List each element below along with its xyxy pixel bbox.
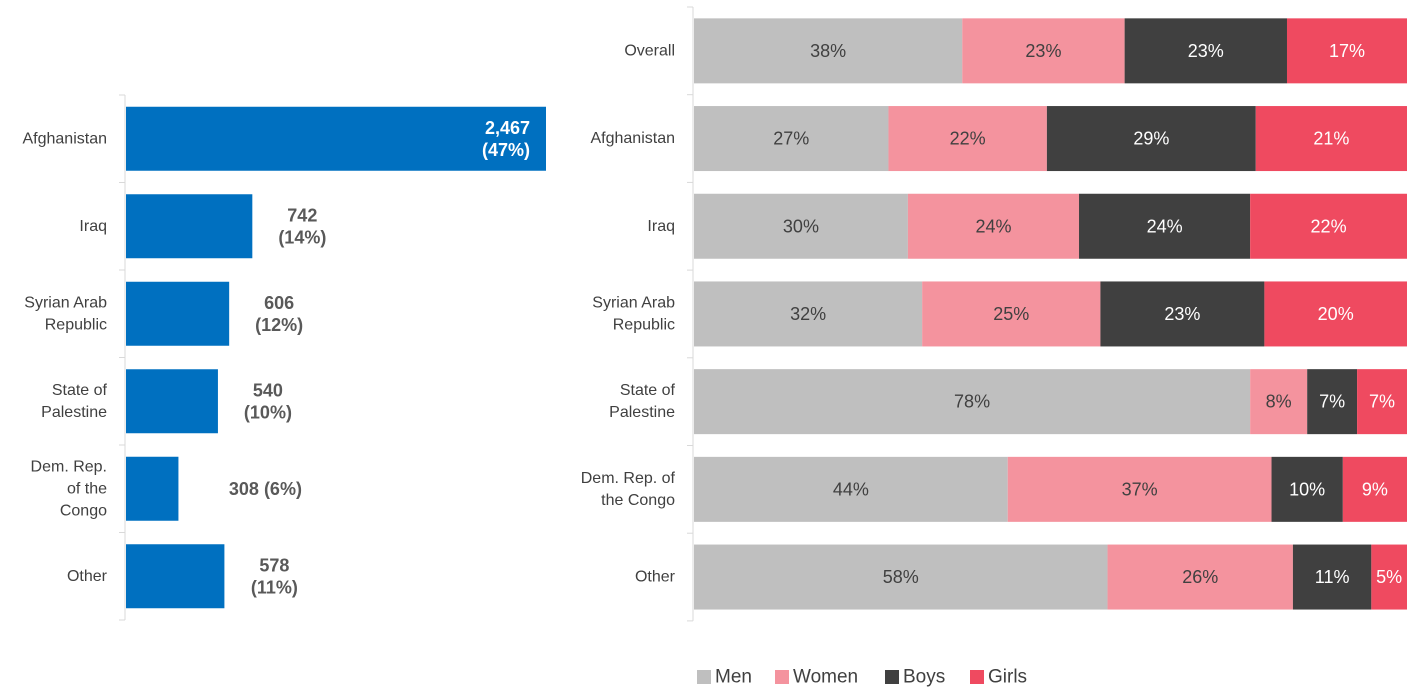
country-label: Other [67,568,108,585]
segment-label: 7% [1369,392,1395,412]
segment-men [694,369,1251,435]
bar-value-label: 742 (14%) [278,205,326,247]
segment-label: 10% [1289,479,1325,499]
segment-label: 22% [1311,216,1347,236]
segment-label: 38% [810,41,846,61]
segment-boys [1100,281,1265,347]
segment-boys [1307,369,1358,435]
country-bar [126,106,546,171]
row-label: Syrian Arab Republic [592,294,675,333]
bar-value-label: 2,467 (47%) [482,118,530,160]
legend-label: Girls [988,667,1027,688]
segment-women [1007,456,1272,522]
segment-label: 7% [1319,392,1345,412]
segment-label: 8% [1266,392,1292,412]
segment-women [907,193,1080,259]
legend-swatch [697,670,711,684]
segment-boys [1271,456,1343,522]
segment-label: 24% [1147,216,1183,236]
segment-girls [1255,106,1407,172]
segment-girls [1250,193,1407,259]
segment-label: 11% [1315,567,1350,587]
segment-label: 58% [883,567,919,587]
row-label: Other [635,569,676,586]
segment-label: 25% [993,304,1029,324]
segment-men [694,456,1008,522]
country-label: Dem. Rep. of the Congo [31,458,108,519]
bar-value-label: 578 (11%) [251,555,298,597]
bar-value-label: 308 (6%) [229,479,302,499]
segment-label: 78% [954,392,990,412]
segment-girls [1286,18,1407,84]
segment-men [694,193,908,259]
segment-label: 29% [1133,129,1169,149]
segment-men [694,544,1108,610]
row-label: Afghanistan [590,130,675,147]
country-label: Syrian Arab Republic [24,294,107,333]
segment-label: 24% [975,216,1011,236]
row-label: Iraq [647,218,675,235]
segment-label: 23% [1188,41,1224,61]
bar-value-label: 606 (12%) [255,293,303,335]
segment-men [694,106,889,172]
segment-label: 21% [1313,129,1349,149]
segment-label: 27% [773,129,809,149]
bar-value-label: 540 (10%) [244,380,292,422]
legend-swatch [775,670,789,684]
segment-label: 23% [1025,41,1061,61]
row-label: State of Palestine [609,382,675,421]
segment-label: 20% [1318,304,1354,324]
legend-swatch [885,670,899,684]
segment-label: 9% [1362,479,1388,499]
segment-girls [1371,544,1407,610]
row-label: Overall [624,42,675,59]
segment-label: 37% [1122,479,1158,499]
segment-boys [1046,106,1256,172]
segment-label: 23% [1164,304,1200,324]
segment-label: 30% [783,216,819,236]
segment-boys [1292,544,1372,610]
segment-men [694,281,923,347]
segment-girls [1357,369,1407,435]
segment-label: 44% [833,479,869,499]
segment-girls [1264,281,1407,347]
segment-men [694,18,963,84]
segment-women [922,281,1101,347]
country-label: Afghanistan [22,130,107,147]
legend-swatch [970,670,984,684]
country-bar [126,281,230,346]
legend-label: Boys [903,667,945,688]
legend-label: Women [793,667,858,688]
segment-label: 32% [790,304,826,324]
segment-women [962,18,1125,84]
segment-women [888,106,1047,172]
segment-boys [1079,193,1251,259]
segment-label: 17% [1329,41,1365,61]
segment-boys [1124,18,1287,84]
segment-girls [1342,456,1407,522]
country-bar [126,369,218,434]
segment-label: 5% [1376,567,1402,587]
legend-label: Men [715,667,752,688]
country-label: State of Palestine [41,382,107,421]
segment-women [1107,544,1293,610]
country-bar [126,456,179,521]
segment-label: 22% [950,129,986,149]
row-label: Dem. Rep. of the Congo [581,470,676,509]
segment-label: 26% [1182,567,1218,587]
country-bar [126,544,225,609]
segment-women [1250,369,1308,435]
country-bar [126,194,253,259]
country-label: Iraq [79,218,107,235]
